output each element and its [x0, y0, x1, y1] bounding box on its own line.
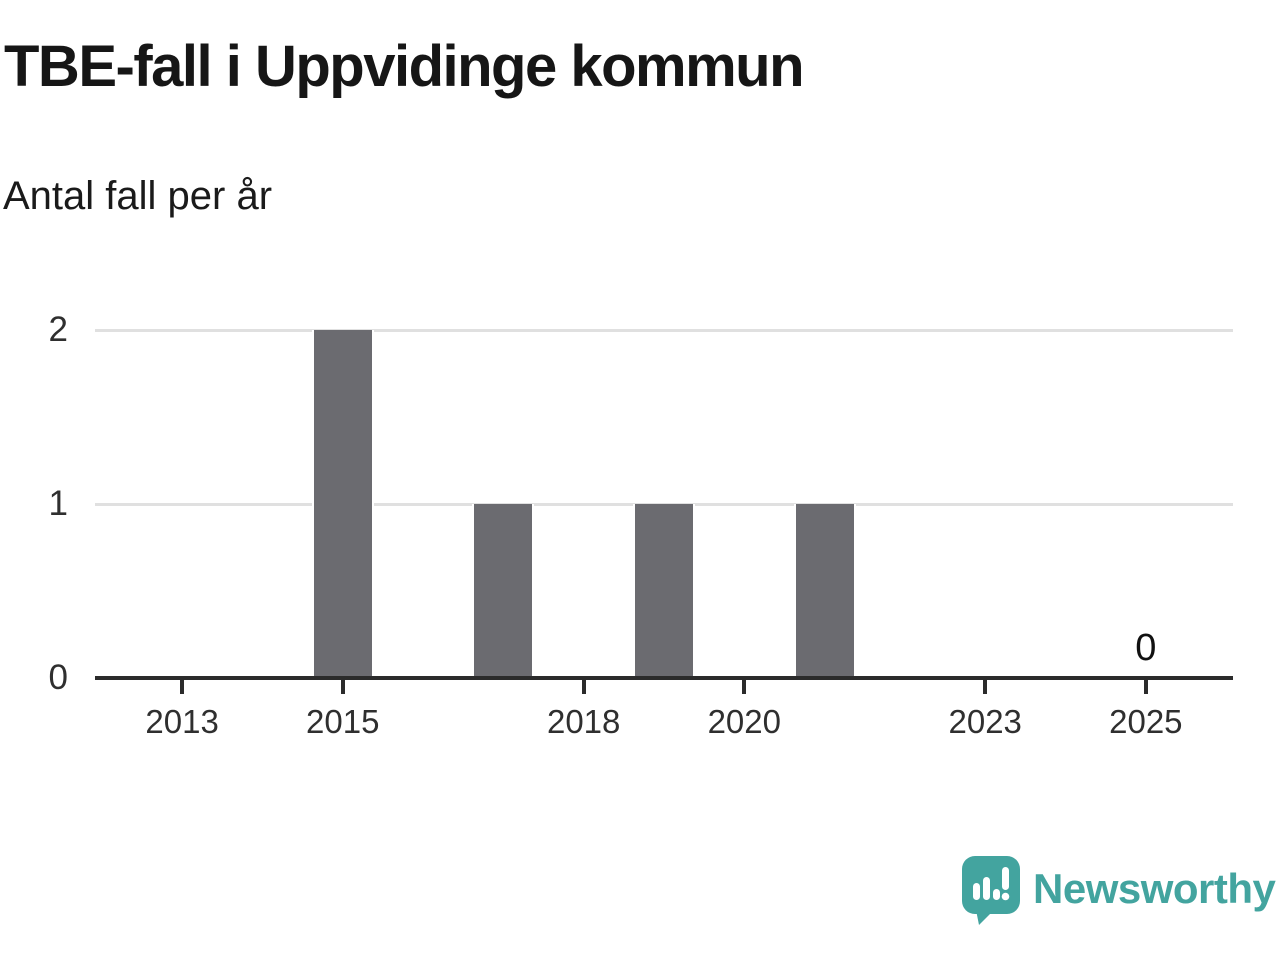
bar-2015 — [311, 330, 374, 678]
x-axis-label-2020: 2020 — [707, 703, 781, 740]
x-tick-2015 — [340, 680, 345, 694]
x-tick-2020 — [742, 680, 747, 694]
x-axis-label-2015: 2015 — [306, 703, 380, 740]
bar-2017 — [472, 504, 535, 678]
x-axis-label-2023: 2023 — [948, 703, 1022, 740]
x-tick-2023 — [983, 680, 988, 694]
newsworthy-logo-icon — [962, 856, 1020, 931]
bar-2019 — [633, 504, 695, 678]
last-value-label: 0 — [1135, 627, 1157, 669]
x-tick-2018 — [581, 680, 586, 694]
x-tick-2025 — [1143, 680, 1148, 694]
x-axis-label-2013: 2013 — [145, 703, 219, 740]
bar-2021 — [793, 504, 856, 678]
y-axis-label-0: 0 — [48, 658, 68, 697]
y-axis-label-2: 2 — [48, 310, 68, 349]
newsworthy-branding: Newsworthy — [962, 854, 1280, 934]
x-tick-2013 — [180, 680, 185, 694]
x-axis-label-2025: 2025 — [1109, 703, 1183, 740]
y-axis-label-1: 1 — [48, 484, 68, 523]
x-axis-line — [95, 676, 1233, 680]
newsworthy-wordmark: Newsworthy — [1033, 865, 1276, 912]
x-axis-label-2018: 2018 — [546, 703, 621, 740]
gridline-y2 — [95, 328, 1233, 332]
chart-title: TBE-fall i Uppvidinge kommun — [4, 34, 805, 99]
chart-subtitle: Antal fall per år — [3, 174, 273, 218]
